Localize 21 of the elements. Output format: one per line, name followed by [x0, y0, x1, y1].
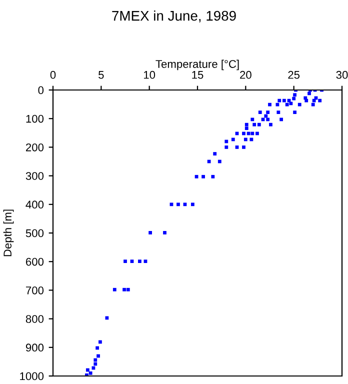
y-tick-label: 900: [26, 344, 44, 352]
y-tick-label: 200: [26, 143, 44, 152]
x-tick-label: 25: [288, 70, 300, 79]
y-axis-title: Depth [m]: [3, 210, 14, 256]
y-tick-label: 300: [26, 172, 44, 180]
y-tick-label: 1000: [20, 372, 44, 380]
x-tick-label: 20: [240, 70, 252, 79]
x-tick-label: 0: [50, 70, 56, 79]
y-tick-label: 400: [26, 200, 44, 209]
y-tick-label: 600: [26, 258, 44, 266]
y-tick-label: 100: [26, 114, 44, 123]
x-tick-label: 30: [336, 70, 348, 79]
y-tick-label: 0: [38, 86, 44, 94]
x-tick-label: 5: [98, 71, 104, 79]
y-tick-label: 500: [26, 229, 44, 238]
x-axis-title: Temperature [°C]: [156, 60, 239, 70]
y-tick-label: 700: [26, 286, 44, 294]
chart-title: 7MEX in June, 1989: [112, 10, 236, 22]
y-tick-label: 800: [26, 315, 44, 323]
x-tick-label: 15: [192, 71, 204, 79]
x-tick-label: 10: [144, 70, 156, 79]
